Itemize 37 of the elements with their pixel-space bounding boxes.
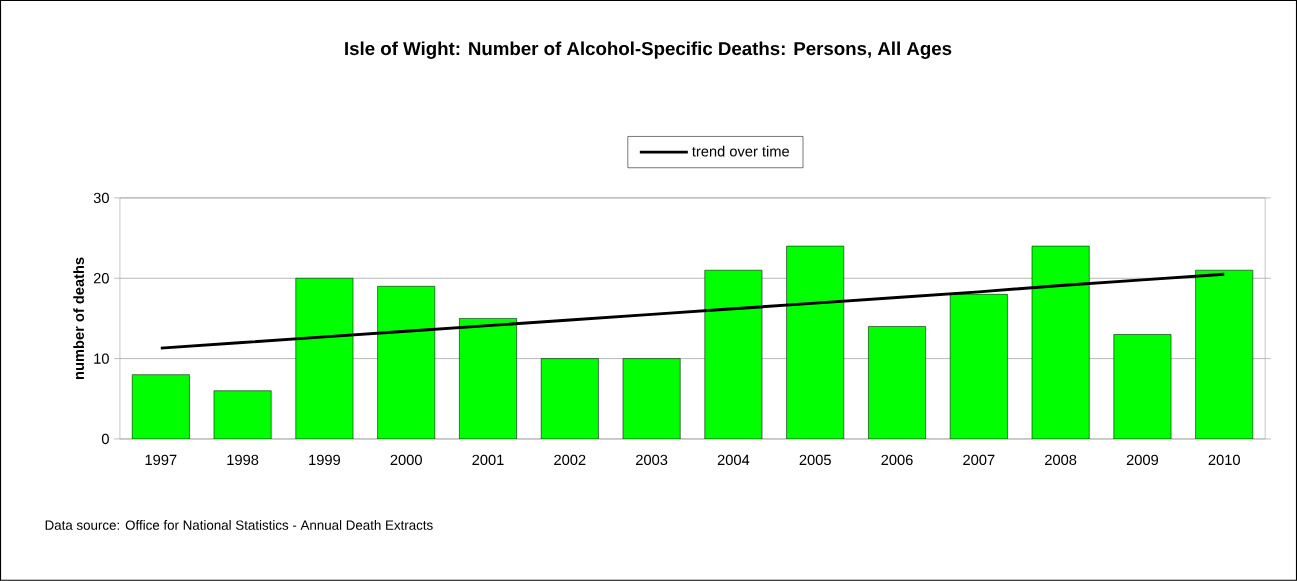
bar bbox=[132, 374, 190, 440]
x-tick-label: 1997 bbox=[145, 454, 177, 466]
x-tick-label: 1999 bbox=[309, 454, 341, 466]
x-tick-label: 2000 bbox=[390, 454, 422, 466]
x-tick-label: 2002 bbox=[554, 454, 586, 466]
bar bbox=[377, 286, 435, 440]
bar bbox=[213, 390, 272, 440]
y-tick-label: 10 bbox=[94, 353, 109, 364]
x-tick-label: 2003 bbox=[636, 454, 668, 466]
line-series bbox=[159, 272, 1226, 350]
bar bbox=[1195, 270, 1254, 440]
bar bbox=[295, 278, 354, 440]
x-tick-label: 2009 bbox=[1126, 454, 1159, 466]
x-tick-label: 2005 bbox=[799, 454, 831, 466]
x-tick-label: 2010 bbox=[1208, 454, 1240, 466]
bar bbox=[541, 358, 599, 440]
bar bbox=[950, 294, 1008, 440]
x-tick-label: 1998 bbox=[227, 454, 259, 466]
x-tick-label: 2007 bbox=[963, 454, 995, 466]
bar bbox=[622, 358, 681, 440]
y-tick-label: 20 bbox=[93, 273, 109, 284]
bar bbox=[786, 246, 844, 440]
x-tick-label: 2008 bbox=[1045, 454, 1077, 466]
bar bbox=[868, 326, 926, 440]
bar bbox=[704, 270, 763, 440]
bar bbox=[1031, 246, 1090, 440]
x-tick-label: 2006 bbox=[881, 454, 913, 466]
bar bbox=[1113, 334, 1172, 440]
source-note: Data source: Office for National Statistics - Annual Death Extracts bbox=[45, 520, 433, 530]
x-tick-label: 2001 bbox=[472, 454, 504, 466]
legend-label: trend over time bbox=[692, 145, 790, 157]
y-axis-title: number of deaths bbox=[73, 257, 85, 380]
bar bbox=[459, 318, 517, 440]
chart-title: Isle of Wight: Number of Alcohol-Specific Deaths: Persons, All Ages bbox=[345, 41, 952, 60]
x-tick-label: 2004 bbox=[717, 454, 750, 466]
y-tick-label: 30 bbox=[93, 192, 109, 204]
y-tick-label: 0 bbox=[101, 433, 109, 445]
